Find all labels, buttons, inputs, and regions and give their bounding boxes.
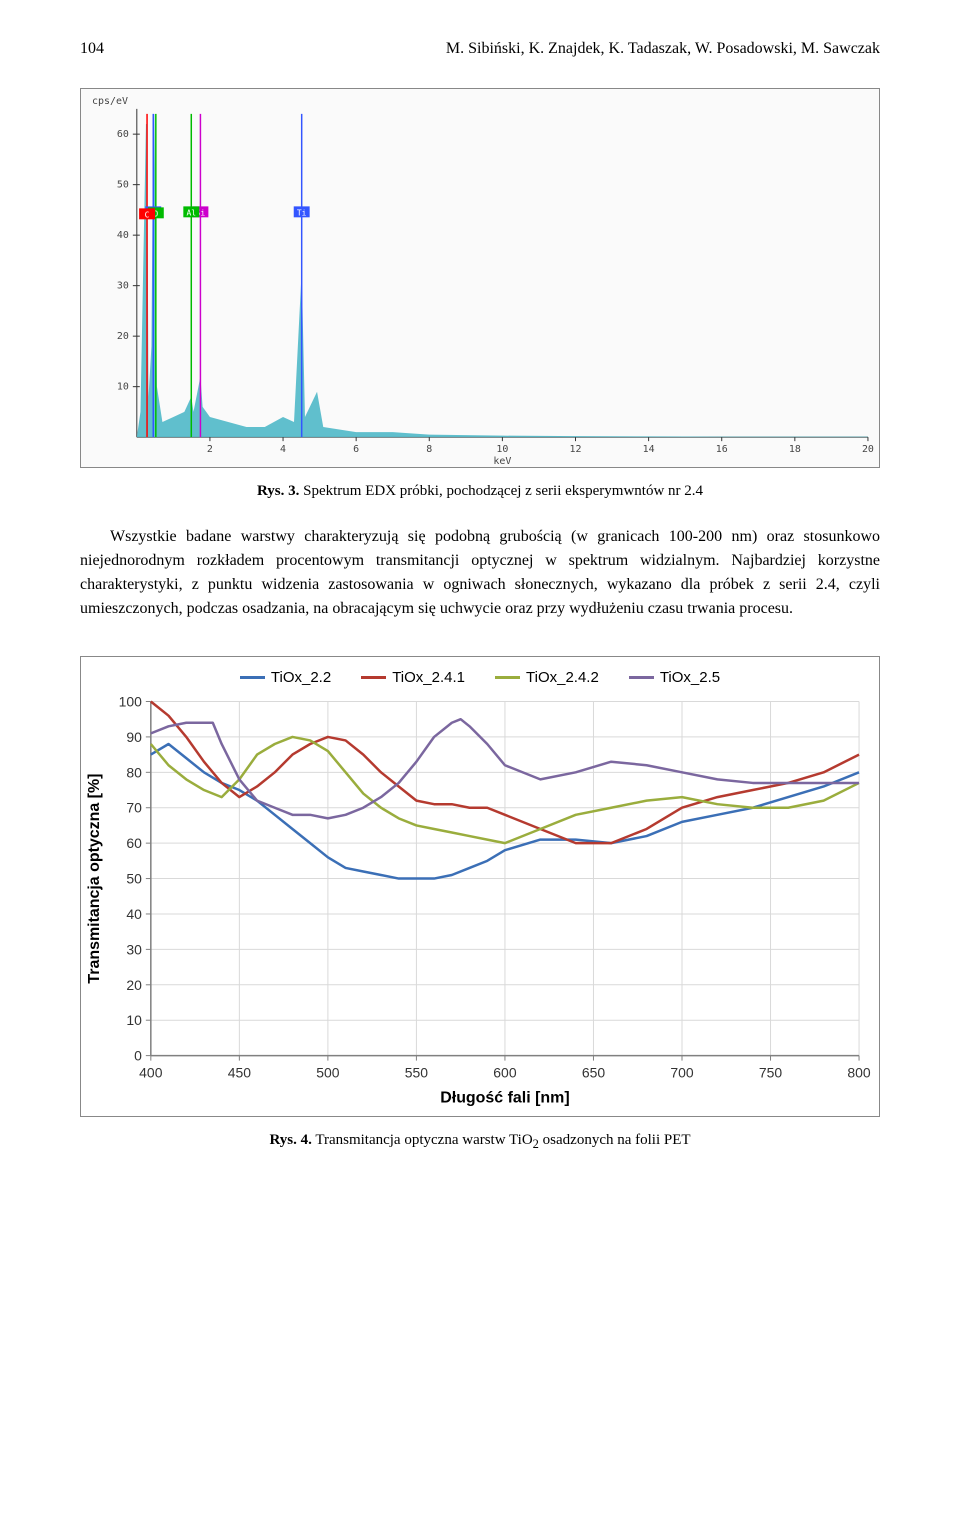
figure-4-caption: Rys. 4. Transmitancja optyczna warstw Ti… (80, 1132, 880, 1152)
caption-text: Transmitancja optyczna warstw TiO (312, 1132, 533, 1148)
legend-label: TiOx_2.5 (660, 669, 720, 686)
legend-label: TiOx_2.4.2 (526, 669, 599, 686)
svg-text:650: 650 (582, 1065, 606, 1081)
caption-label: Rys. 4. (269, 1132, 311, 1148)
svg-text:12: 12 (570, 444, 582, 455)
svg-text:550: 550 (405, 1065, 429, 1081)
page-number: 104 (80, 40, 104, 58)
svg-text:Transmitancja optyczna [%]: Transmitancja optyczna [%] (86, 774, 103, 984)
svg-text:60: 60 (126, 835, 142, 851)
body-paragraph: Wszystkie badane warstwy charakteryzują … (80, 525, 880, 621)
svg-text:60: 60 (117, 129, 129, 140)
legend-swatch (495, 676, 520, 679)
legend-label: TiOx_2.2 (271, 669, 331, 686)
svg-text:4: 4 (280, 444, 286, 455)
svg-text:18: 18 (789, 444, 801, 455)
caption-text-after: osadzonych na folii PET (539, 1132, 691, 1148)
svg-text:700: 700 (670, 1065, 694, 1081)
svg-text:20: 20 (126, 977, 142, 993)
legend-item: TiOx_2.2 (240, 669, 331, 686)
svg-text:Ti: Ti (297, 208, 307, 217)
legend-item: TiOx_2.4.1 (361, 669, 465, 686)
authors: M. Sibiński, K. Znajdek, K. Tadaszak, W.… (446, 40, 880, 58)
svg-text:20: 20 (117, 331, 129, 342)
legend-swatch (361, 676, 386, 679)
svg-text:70: 70 (126, 800, 142, 816)
svg-text:0: 0 (134, 1048, 142, 1064)
svg-text:cps/eV: cps/eV (92, 96, 128, 107)
legend-swatch (629, 676, 654, 679)
svg-text:10: 10 (126, 1012, 142, 1028)
transmittance-chart: TiOx_2.2 TiOx_2.4.1 TiOx_2.4.2 TiOx_2.5 0 10… (80, 656, 880, 1117)
svg-text:20: 20 (862, 444, 874, 455)
transmittance-svg: 0 10 20 30 40 50 60 70 80 90 100 400 450 500 550 600 650… (81, 691, 879, 1111)
legend-item: TiOx_2.4.2 (495, 669, 599, 686)
svg-text:800: 800 (847, 1065, 871, 1081)
svg-text:30: 30 (126, 941, 142, 957)
edx-spectrum-chart: cps/eVkeV1020304050602468101214161820TiO… (80, 88, 880, 468)
svg-text:16: 16 (716, 444, 728, 455)
svg-text:Al: Al (187, 208, 197, 217)
svg-text:Długość fali [nm]: Długość fali [nm] (440, 1089, 569, 1106)
caption-text: Spektrum EDX próbki, pochodzącej z serii… (299, 483, 703, 499)
svg-text:2: 2 (207, 444, 213, 455)
svg-text:6: 6 (353, 444, 359, 455)
svg-text:40: 40 (126, 906, 142, 922)
chart-legend: TiOx_2.2 TiOx_2.4.1 TiOx_2.4.2 TiOx_2.5 (81, 657, 879, 691)
svg-text:50: 50 (117, 180, 129, 191)
caption-label: Rys. 3. (257, 483, 299, 499)
svg-text:50: 50 (126, 871, 142, 887)
svg-text:10: 10 (496, 444, 508, 455)
svg-text:80: 80 (126, 764, 142, 780)
svg-text:30: 30 (117, 281, 129, 292)
svg-text:C: C (145, 210, 150, 219)
edx-svg: cps/eVkeV1020304050602468101214161820TiO… (81, 89, 879, 467)
svg-text:14: 14 (643, 444, 655, 455)
svg-text:90: 90 (126, 729, 142, 745)
svg-text:400: 400 (139, 1065, 163, 1081)
svg-text:100: 100 (119, 693, 143, 709)
svg-text:500: 500 (316, 1065, 340, 1081)
page-header: 104 M. Sibiński, K. Znajdek, K. Tadaszak… (80, 40, 880, 58)
figure-3-caption: Rys. 3. Spektrum EDX próbki, pochodzącej… (80, 483, 880, 500)
svg-text:450: 450 (228, 1065, 252, 1081)
legend-item: TiOx_2.5 (629, 669, 720, 686)
svg-text:8: 8 (426, 444, 432, 455)
svg-text:10: 10 (117, 382, 129, 393)
legend-label: TiOx_2.4.1 (392, 669, 465, 686)
svg-text:750: 750 (759, 1065, 783, 1081)
svg-text:keV: keV (493, 456, 511, 467)
legend-swatch (240, 676, 265, 679)
svg-text:40: 40 (117, 230, 129, 241)
svg-text:600: 600 (493, 1065, 517, 1081)
